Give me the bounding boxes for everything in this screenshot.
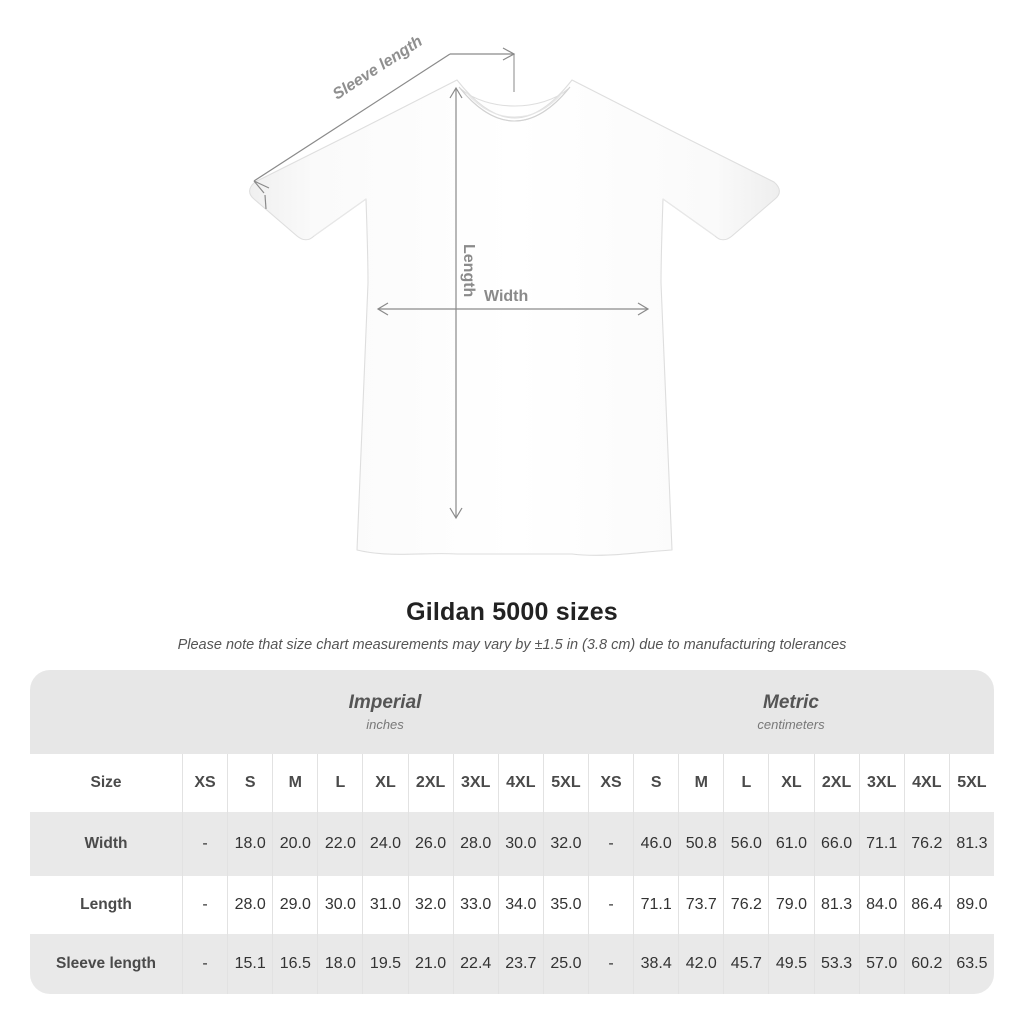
svg-text:Length: Length (460, 244, 477, 297)
svg-text:Sleeve length: Sleeve length (330, 33, 426, 104)
svg-text:Width: Width (484, 288, 528, 305)
